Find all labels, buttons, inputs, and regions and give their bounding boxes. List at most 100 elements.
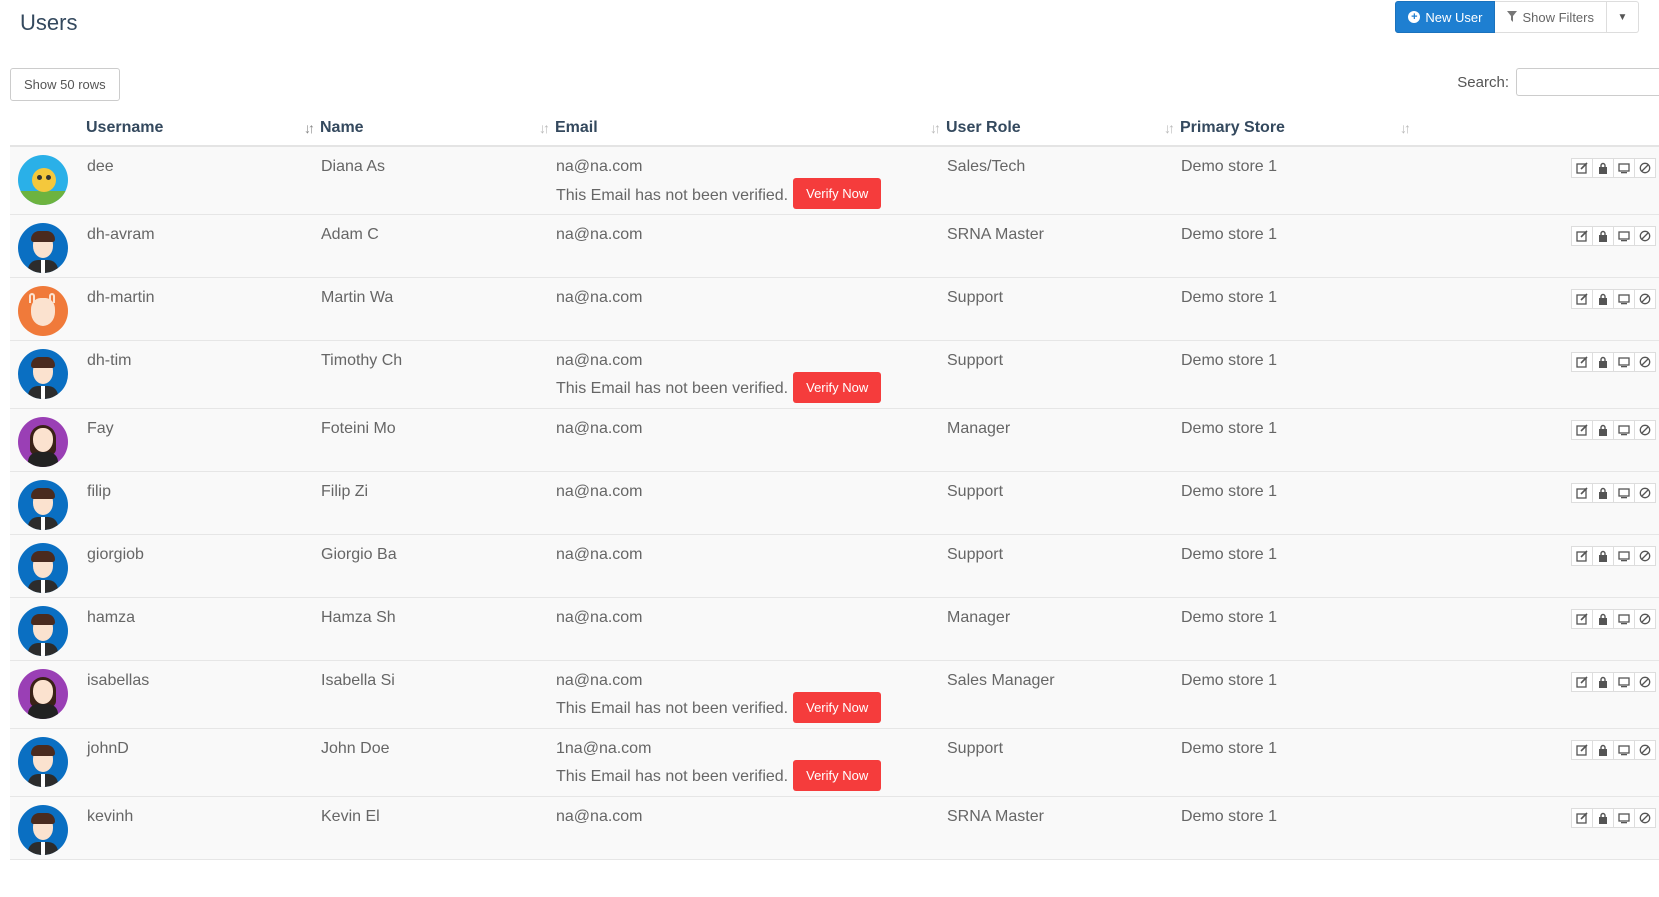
column-header-username[interactable]: Username ↓↑: [86, 110, 320, 147]
unverified-notice: This Email has not been verified. Verify …: [556, 759, 945, 791]
store-value: Demo store 1: [1181, 419, 1278, 437]
edit-button[interactable]: [1571, 351, 1593, 372]
column-header-user-role[interactable]: User Role ↓↑: [946, 110, 1180, 147]
lock-button[interactable]: [1592, 608, 1614, 629]
lock-button[interactable]: [1592, 419, 1614, 440]
sessions-button[interactable]: [1613, 288, 1635, 309]
name-cell: Filip Zi: [320, 471, 555, 535]
column-header-email[interactable]: Email ↓↑: [555, 110, 946, 147]
lock-button[interactable]: [1592, 545, 1614, 566]
disable-button[interactable]: [1634, 482, 1656, 503]
sessions-button[interactable]: [1613, 482, 1635, 503]
sessions-button[interactable]: [1613, 419, 1635, 440]
lock-icon: [1597, 424, 1609, 436]
search-input[interactable]: [1516, 68, 1659, 96]
sessions-button[interactable]: [1613, 158, 1635, 178]
edit-icon: [1576, 229, 1588, 242]
edit-button[interactable]: [1571, 288, 1593, 309]
sessions-button[interactable]: [1613, 739, 1635, 760]
sessions-button[interactable]: [1613, 608, 1635, 629]
lock-button[interactable]: [1592, 482, 1614, 503]
edit-button[interactable]: [1571, 158, 1593, 178]
unverified-text: This Email has not been verified.: [556, 768, 789, 785]
edit-button[interactable]: [1571, 419, 1593, 440]
column-header-primary-store[interactable]: Primary Store ↓↑: [1180, 110, 1416, 147]
verify-now-button[interactable]: Verify Now: [793, 178, 882, 209]
sort-icon: ↓↑: [304, 120, 315, 136]
disable-button[interactable]: [1634, 807, 1656, 828]
disable-button[interactable]: [1634, 158, 1656, 178]
username-value: dee: [87, 158, 114, 175]
new-user-button[interactable]: + New User: [1395, 1, 1496, 33]
email-cell: 1na@na.com This Email has not been verifi…: [555, 728, 946, 797]
name-value: Hamza Sh: [321, 608, 396, 626]
email-value: na@na.com: [556, 545, 643, 563]
lock-button[interactable]: [1592, 807, 1614, 828]
avatar-cell: [10, 534, 86, 598]
table-row: johnD John Doe 1na@na.com This Email has no…: [10, 728, 1659, 797]
verify-now-button[interactable]: Verify Now: [793, 371, 882, 403]
lock-button[interactable]: [1592, 351, 1614, 372]
avatar: [18, 285, 68, 336]
avatar-cell: [10, 471, 86, 535]
role-value: Support: [947, 351, 1004, 369]
sessions-button[interactable]: [1613, 671, 1635, 692]
verify-now-button[interactable]: Verify Now: [793, 691, 882, 723]
verify-now-button[interactable]: Verify Now: [793, 759, 882, 791]
column-header-avatar: [10, 110, 86, 147]
disable-button[interactable]: [1634, 288, 1656, 309]
sessions-button[interactable]: [1613, 225, 1635, 246]
sessions-button[interactable]: [1613, 807, 1635, 828]
disable-button[interactable]: [1634, 608, 1656, 629]
actions-cell: [1416, 277, 1659, 341]
disable-button[interactable]: [1634, 739, 1656, 760]
filters-dropdown-toggle[interactable]: ▼: [1607, 1, 1639, 33]
ban-icon: [1639, 676, 1651, 688]
sessions-button[interactable]: [1613, 545, 1635, 566]
username-value: dh-martin: [87, 288, 155, 306]
lock-button[interactable]: [1592, 671, 1614, 692]
name-cell: Hamza Sh: [320, 597, 555, 661]
avatar: [18, 416, 68, 467]
edit-button[interactable]: [1571, 807, 1593, 828]
edit-button[interactable]: [1571, 545, 1593, 566]
table-row: dh-martin Martin Wa na@na.com Support Demo s…: [10, 277, 1659, 341]
edit-button[interactable]: [1571, 608, 1593, 629]
role-cell: Support: [946, 728, 1180, 797]
store-value: Demo store 1: [1181, 158, 1278, 175]
avatar-cell: [10, 796, 86, 860]
show-rows-button[interactable]: Show 50 rows: [10, 68, 120, 101]
name-value: Diana As: [321, 158, 386, 175]
avatar-cell: [10, 597, 86, 661]
role-value: SRNA Master: [947, 807, 1044, 825]
disable-button[interactable]: [1634, 419, 1656, 440]
store-value: Demo store 1: [1181, 225, 1278, 243]
email-value: na@na.com: [556, 671, 643, 689]
store-value: Demo store 1: [1181, 807, 1278, 825]
edit-button[interactable]: [1571, 482, 1593, 503]
avatar: [18, 804, 68, 855]
column-header-name[interactable]: Name ↓↑: [320, 110, 555, 147]
username-cell: dh-martin: [86, 277, 320, 341]
edit-button[interactable]: [1571, 671, 1593, 692]
edit-button[interactable]: [1571, 739, 1593, 760]
sort-icon: ↓↑: [1400, 120, 1411, 136]
store-value: Demo store 1: [1181, 482, 1278, 500]
email-value: 1na@na.com: [556, 739, 652, 757]
table-row: dee Diana As na@na.com This Email has not b…: [10, 146, 1659, 215]
monitor-icon: [1618, 424, 1630, 436]
disable-button[interactable]: [1634, 545, 1656, 566]
role-value: Support: [947, 482, 1004, 500]
disable-button[interactable]: [1634, 671, 1656, 692]
actions-cell: [1416, 597, 1659, 661]
disable-button[interactable]: [1634, 351, 1656, 372]
show-filters-button[interactable]: Show Filters: [1495, 1, 1607, 33]
lock-button[interactable]: [1592, 739, 1614, 760]
edit-button[interactable]: [1571, 225, 1593, 246]
unverified-notice: This Email has not been verified. Verify …: [556, 691, 945, 723]
sessions-button[interactable]: [1613, 351, 1635, 372]
lock-button[interactable]: [1592, 225, 1614, 246]
lock-button[interactable]: [1592, 288, 1614, 309]
disable-button[interactable]: [1634, 225, 1656, 246]
lock-button[interactable]: [1592, 158, 1614, 178]
